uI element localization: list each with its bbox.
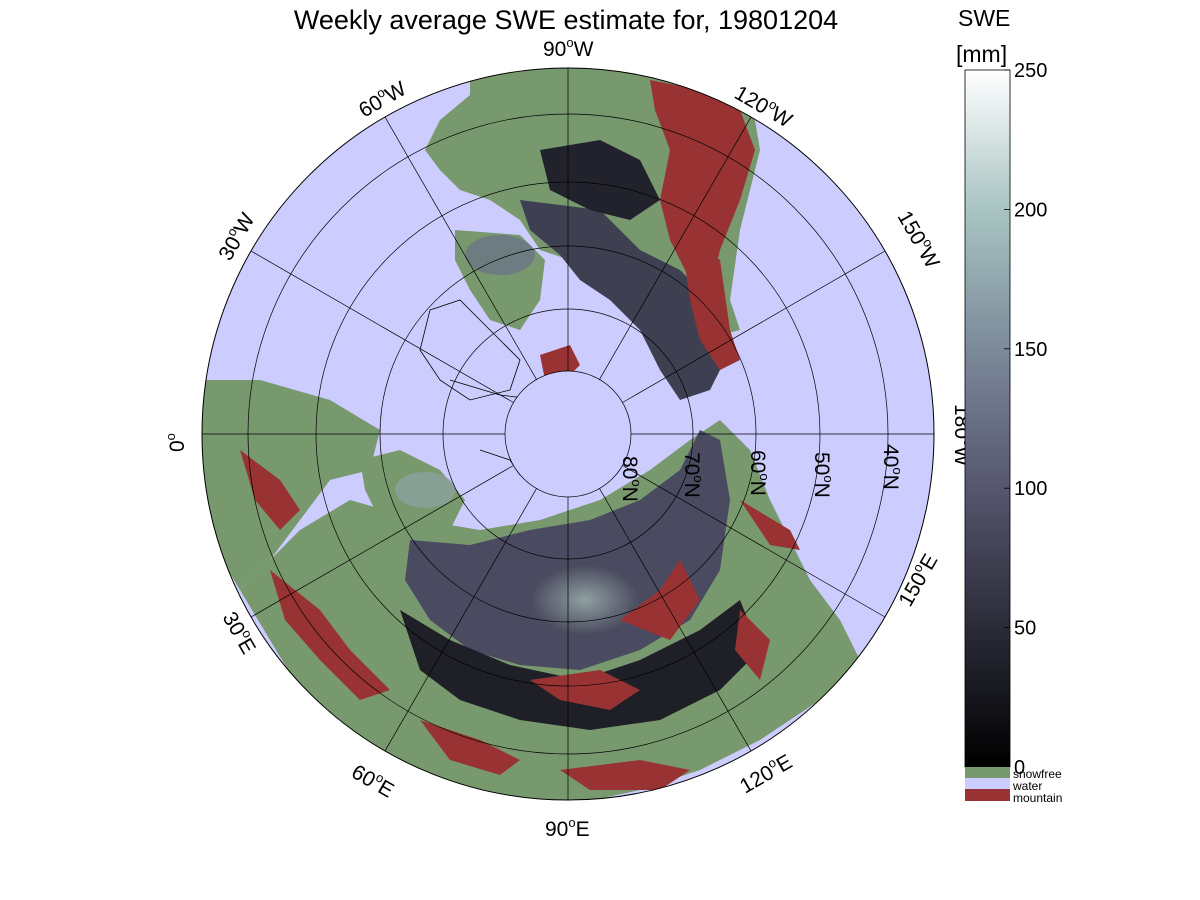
lat-label-60n: 60oN: [746, 450, 772, 496]
lat-label-40n: 40oN: [879, 444, 905, 490]
legend-swatch-water: [965, 778, 1010, 789]
arctic-ocean-center: [505, 371, 631, 497]
meridian-line: [599, 116, 752, 380]
latitude-labels: 80oN 70oN 60oN 50oN 40oN: [618, 444, 905, 502]
swe-north-america-dark: [540, 140, 660, 220]
colorbar-tick-label: 100: [1014, 478, 1047, 500]
colorbar-tick-label: 150: [1014, 339, 1047, 361]
colorbar-tick-label: 250: [1014, 60, 1047, 82]
map-frame: [201, 67, 935, 801]
colorbar-title: SWE: [958, 5, 1010, 31]
colorbar-ticks: 0 50 100 150 200 250: [1004, 60, 1047, 779]
colorbar: SWE [mm] 0 50 100 150 200 250 snowfree water …: [956, 5, 1062, 805]
colorbar-tick-label: 0: [1014, 757, 1025, 779]
lat-label-50n: 50oN: [810, 452, 836, 498]
swe-north-america: [520, 200, 730, 400]
meridian-line: [622, 465, 886, 618]
legend-swatch-snowfree: [965, 767, 1010, 778]
meridian-line: [384, 488, 537, 752]
meridian-line: [622, 250, 886, 403]
legend-label-water: water: [1012, 779, 1042, 793]
swe-high-greenland-west: [465, 235, 535, 275]
polar-map: 90oW 120oW 150oW 180oW 150oE 120oE 90oE …: [163, 35, 976, 841]
graticule: [202, 68, 934, 800]
lon-label-0: 0o: [163, 433, 189, 452]
lon-label-90w: 90oW: [543, 35, 594, 61]
lon-label-60e: 60oE: [348, 758, 400, 803]
lon-label-150w: 150oW: [893, 206, 947, 273]
swe-high-siberia: [530, 565, 640, 635]
meridian-line: [384, 116, 537, 380]
lat-label-70n: 70oN: [680, 452, 706, 498]
swe-eurasia-dark: [400, 600, 760, 730]
legend-label-mountain: mountain: [1013, 791, 1062, 805]
colorbar-units: [mm]: [956, 41, 1007, 67]
colorbar-gradient: [964, 69, 1011, 768]
landmass-europe: [202, 380, 380, 590]
meridian-line: [250, 465, 514, 618]
figure-title: Weekly average SWE estimate for, 1980120…: [294, 5, 838, 35]
legend-label-snowfree: snowfree: [1013, 767, 1062, 781]
colorbar-tick-label: 50: [1014, 618, 1036, 640]
colorbar-tick-label: 200: [1014, 199, 1047, 221]
meridian-line: [599, 488, 752, 752]
meridian-line: [250, 250, 514, 403]
category-legend: snowfree water mountain: [965, 767, 1062, 805]
lon-label-90e: 90oE: [545, 815, 590, 841]
legend-swatch-mountain: [965, 789, 1010, 801]
lat-label-80n: 80oN: [618, 456, 644, 502]
swe-high-scandinavia: [395, 472, 455, 508]
